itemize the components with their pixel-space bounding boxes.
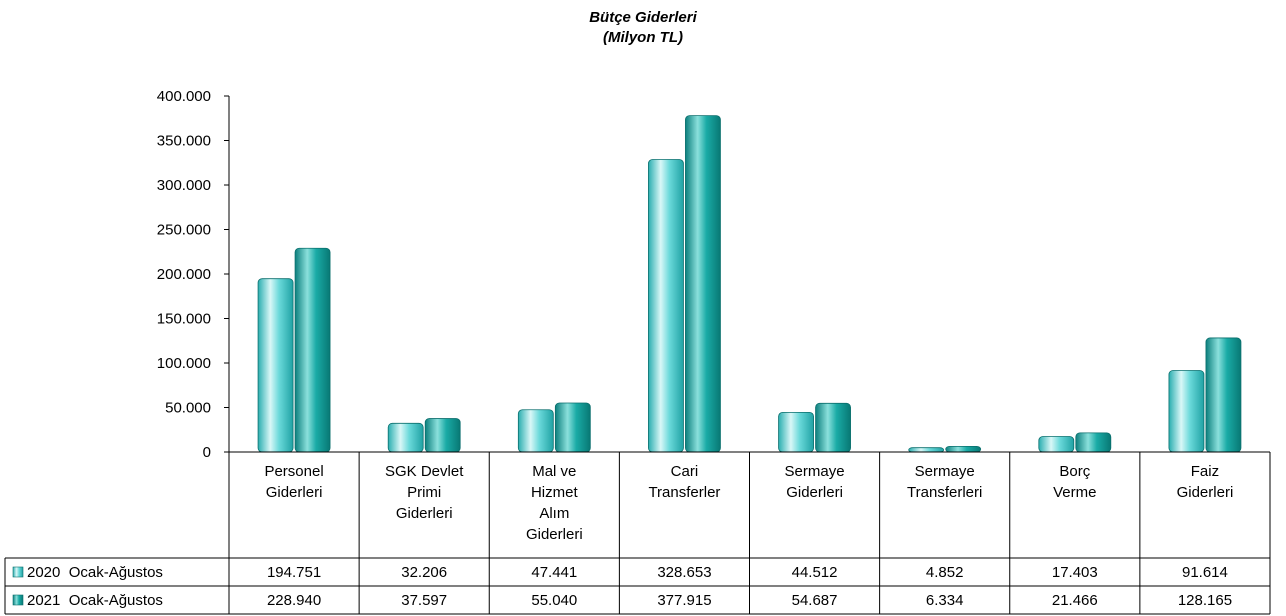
bar-2021: [424, 418, 461, 453]
bar-2020: [908, 447, 945, 453]
category-label: Borç: [1059, 463, 1090, 480]
legend-label: 2020 Ocak-Ağustos: [27, 564, 163, 581]
data-label: 328.653: [657, 564, 711, 581]
data-label: 37.597: [401, 592, 447, 609]
bar-2020: [778, 411, 814, 453]
y-tick-label: 50.000: [165, 400, 211, 417]
y-tick-label: 350.000: [157, 133, 211, 150]
data-label: 377.915: [657, 592, 711, 609]
category-label: Giderleri: [266, 484, 323, 501]
category-label: Giderleri: [786, 484, 843, 501]
category-label: Mal ve: [532, 463, 576, 480]
data-label: 32.206: [401, 564, 447, 581]
data-label: 17.403: [1052, 564, 1098, 581]
bar-2021: [685, 115, 721, 453]
category-label: SGK Devlet: [385, 463, 464, 480]
bar-2020: [1168, 370, 1205, 453]
bar-2021: [1075, 432, 1112, 453]
category-label: Faiz: [1191, 463, 1219, 480]
bar-2020: [387, 422, 424, 453]
data-label: 194.751: [267, 564, 321, 581]
y-tick-label: 400.000: [157, 88, 211, 105]
chart-title-block: Bütçe Giderleri (Milyon TL): [0, 8, 1286, 48]
data-label: 91.614: [1182, 564, 1228, 581]
bar-2020: [1038, 436, 1075, 453]
category-label: Sermaye: [915, 463, 975, 480]
bar-2021: [945, 445, 982, 453]
category-label: Personel: [264, 463, 323, 480]
bar-2021: [1205, 337, 1242, 453]
data-label: 228.940: [267, 592, 321, 609]
chart-title: Bütçe Giderleri: [589, 9, 697, 26]
category-label: Verme: [1053, 484, 1096, 501]
category-label: Transferleri: [907, 484, 982, 501]
category-label: Transferler: [648, 484, 720, 501]
legend-swatch: [12, 566, 24, 578]
bar-2021: [294, 247, 331, 453]
category-label: Primi: [407, 484, 441, 501]
category-label: Sermaye: [785, 463, 845, 480]
data-label: 47.441: [531, 564, 577, 581]
bar-2021: [554, 402, 591, 453]
bar-2020: [257, 278, 294, 453]
bar-2020: [517, 409, 554, 453]
y-tick-label: 300.000: [157, 177, 211, 194]
y-tick-label: 200.000: [157, 266, 211, 283]
chart-subtitle: (Milyon TL): [603, 29, 683, 46]
y-tick-label: 0: [203, 444, 211, 461]
bar-2021: [815, 402, 851, 453]
data-label: 6.334: [926, 592, 964, 609]
y-tick-label: 250.000: [157, 222, 211, 239]
category-label: Giderleri: [1177, 484, 1234, 501]
data-label: 44.512: [792, 564, 838, 581]
data-label: 128.165: [1178, 592, 1232, 609]
category-label: Alım: [539, 505, 569, 522]
category-label: Cari: [671, 463, 699, 480]
y-tick-label: 100.000: [157, 355, 211, 372]
bar-2020: [648, 159, 684, 453]
data-label: 55.040: [531, 592, 577, 609]
category-label: Hizmet: [531, 484, 579, 501]
y-tick-label: 150.000: [157, 311, 211, 328]
category-label: Giderleri: [526, 526, 583, 543]
data-label: 4.852: [926, 564, 964, 581]
data-label: 54.687: [792, 592, 838, 609]
legend-swatch: [12, 594, 24, 606]
data-label: 21.466: [1052, 592, 1098, 609]
legend-label: 2021 Ocak-Ağustos: [27, 592, 163, 609]
category-label: Giderleri: [396, 505, 453, 522]
